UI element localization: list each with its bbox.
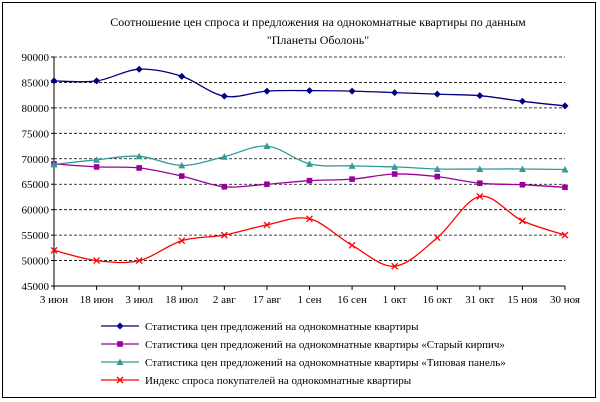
data-point xyxy=(306,215,313,223)
data-point xyxy=(263,142,271,150)
data-point xyxy=(348,241,356,249)
data-point xyxy=(135,65,143,73)
series-2 xyxy=(51,161,568,191)
legend-swatch-marker xyxy=(116,322,124,330)
data-point xyxy=(220,153,228,160)
legend-item: Статистика цен предложений на однокомнат… xyxy=(101,357,506,369)
legend-swatch-marker xyxy=(116,376,124,384)
legend: Статистика цен предложений на однокомнат… xyxy=(101,321,506,387)
legend-label: Статистика цен предложений на однокомнат… xyxy=(145,321,419,333)
series-1 xyxy=(50,65,569,110)
axis-layer: 45000 50000 55000 60000 65000 70000 75000 80000… xyxy=(22,52,581,306)
data-point xyxy=(93,257,101,265)
data-point xyxy=(220,92,228,100)
y-tick-label: 60000 xyxy=(22,205,50,217)
series-3 xyxy=(50,142,569,173)
x-tick-label: 2 авг xyxy=(213,294,236,306)
legend-swatch-marker xyxy=(116,358,124,365)
data-point xyxy=(391,171,398,177)
data-point xyxy=(220,231,228,239)
data-point xyxy=(306,177,313,184)
y-tick-label: 70000 xyxy=(22,154,50,166)
legend-item: Индекс спроса покупателей на однокомнатн… xyxy=(101,375,412,387)
data-point xyxy=(178,72,186,80)
x-tick-label: 18 июл xyxy=(165,294,199,306)
data-point xyxy=(433,234,441,242)
data-point xyxy=(348,87,356,95)
data-point xyxy=(562,184,568,191)
legend-swatch-marker xyxy=(117,341,123,347)
data-point xyxy=(93,77,101,85)
x-tick-label: 1 сен xyxy=(297,294,321,306)
legend-label: Статистика цен предложений на однокомнат… xyxy=(145,357,506,369)
data-point xyxy=(561,231,569,239)
data-point xyxy=(50,160,58,168)
data-point xyxy=(221,183,228,190)
series-line xyxy=(53,163,566,188)
data-point xyxy=(306,87,313,95)
data-point xyxy=(178,173,185,179)
y-tick-label: 85000 xyxy=(22,77,50,89)
chart-title-line-1: Соотношение цен спроса и предложения на … xyxy=(110,15,526,29)
data-point xyxy=(348,162,356,169)
x-tick-label: 3 июн xyxy=(40,294,68,306)
y-tick-label: 65000 xyxy=(22,179,50,191)
y-tick-label: 80000 xyxy=(22,103,50,115)
data-point xyxy=(518,97,526,105)
legend-label: Статистика цен предложений на однокомнат… xyxy=(145,339,505,351)
data-point xyxy=(561,165,569,173)
data-point xyxy=(178,161,186,169)
data-point xyxy=(519,181,526,188)
x-tick-label: 3 июл xyxy=(125,294,153,306)
chart-frame xyxy=(2,2,596,398)
y-tick-label: 45000 xyxy=(22,281,50,293)
x-tick-label: 16 окт xyxy=(423,294,452,306)
x-tick-label: 30 ноя xyxy=(550,294,580,306)
data-point xyxy=(561,102,569,110)
x-tick-label: 31 окт xyxy=(465,294,494,306)
data-point xyxy=(135,152,143,160)
data-point xyxy=(93,164,100,170)
series-4 xyxy=(50,192,569,270)
data-point xyxy=(518,165,526,172)
data-point xyxy=(391,163,399,170)
data-point xyxy=(264,181,270,188)
data-point xyxy=(50,246,58,254)
legend-item: Статистика цен предложений на однокомнат… xyxy=(101,339,505,351)
legend-item: Статистика цен предложений на однокомнат… xyxy=(101,321,419,333)
data-point xyxy=(476,192,484,200)
data-point xyxy=(135,257,143,265)
data-point xyxy=(391,89,399,97)
y-tick-label: 50000 xyxy=(22,256,50,268)
data-point xyxy=(391,262,399,270)
data-point xyxy=(178,237,186,245)
x-tick-label: 18 июн xyxy=(80,294,114,306)
data-point xyxy=(136,165,142,171)
legend-label: Индекс спроса покупателей на однокомнатн… xyxy=(145,375,412,387)
data-point xyxy=(476,165,484,172)
data-point xyxy=(476,92,484,100)
x-tick-label: 16 сен xyxy=(337,294,367,306)
data-point xyxy=(349,176,355,182)
data-point xyxy=(263,221,271,229)
x-tick-label: 17 авг xyxy=(253,294,282,306)
y-tick-label: 55000 xyxy=(22,230,50,242)
y-tick-label: 75000 xyxy=(22,128,50,140)
data-point xyxy=(518,217,526,225)
x-tick-label: 15 ноя xyxy=(507,294,537,306)
data-point xyxy=(434,173,441,180)
data-point xyxy=(306,160,313,167)
data-point xyxy=(50,77,58,85)
series-layer xyxy=(50,65,569,270)
data-point xyxy=(477,180,483,187)
data-point xyxy=(93,156,101,163)
data-point xyxy=(263,87,271,95)
y-tick-label: 90000 xyxy=(22,52,50,64)
x-tick-label: 1 окт xyxy=(383,294,407,306)
data-point xyxy=(433,165,441,172)
data-point xyxy=(433,90,441,98)
chart-title-line-2: "Планеты Оболонь" xyxy=(267,33,369,47)
series-line xyxy=(53,195,566,267)
